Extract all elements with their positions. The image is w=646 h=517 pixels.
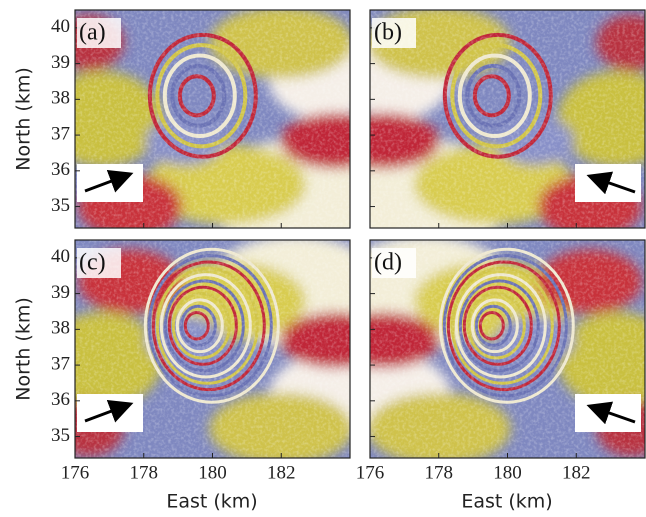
look-arrow <box>84 400 134 423</box>
y-tick-label: 39 <box>51 52 70 73</box>
y-tick-label: 35 <box>51 195 70 216</box>
label-box <box>372 18 416 48</box>
y-tick-label: 39 <box>51 282 70 303</box>
y-axis-label: North (km) <box>13 67 35 171</box>
panel-label: (a) <box>79 20 106 46</box>
panel: 35 36 37 38 39 40 (a) North (km) <box>13 9 351 229</box>
y-axis-label: North (km) <box>13 297 35 401</box>
y-tick-label: 37 <box>51 353 70 374</box>
look-arrow <box>586 401 636 425</box>
x-tick-label: 176 <box>61 462 90 483</box>
panel: 176 178 180 182 35 36 37 38 39 40 (c) East (km) Nort… <box>13 239 351 513</box>
x-tick-label: 182 <box>562 462 591 483</box>
x-tick-label: 180 <box>493 462 522 483</box>
panel: (b) <box>369 9 646 229</box>
look-arrow <box>586 171 636 195</box>
y-tick-label: 37 <box>51 123 70 144</box>
x-tick-label: 182 <box>267 462 296 483</box>
y-tick-label: 40 <box>51 246 70 267</box>
panel-label: (b) <box>374 20 402 46</box>
x-tick-label: 178 <box>130 462 159 483</box>
y-tick-label: 36 <box>51 389 70 410</box>
x-axis-label: East (km) <box>461 491 552 513</box>
y-tick-label: 40 <box>51 16 70 37</box>
y-tick-label: 38 <box>51 318 70 339</box>
x-axis-label: East (km) <box>166 491 257 513</box>
panel-label: (c) <box>79 250 106 276</box>
label-box <box>372 248 416 278</box>
label-box <box>77 18 121 48</box>
x-tick-label: 178 <box>425 462 454 483</box>
panel-label: (d) <box>374 250 402 276</box>
y-tick-label: 38 <box>51 88 70 109</box>
x-tick-label: 176 <box>356 462 385 483</box>
x-tick-label: 180 <box>198 462 227 483</box>
panel: 176 178 180 182 (d) East (km) <box>356 239 646 513</box>
y-tick-label: 36 <box>51 159 70 180</box>
label-box <box>77 248 121 278</box>
look-arrow <box>84 170 134 193</box>
interferogram <box>370 10 645 228</box>
y-tick-label: 35 <box>51 425 70 446</box>
